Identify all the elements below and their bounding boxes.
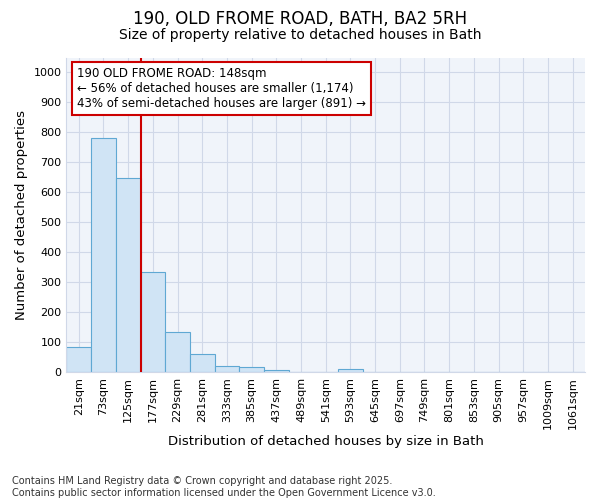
- X-axis label: Distribution of detached houses by size in Bath: Distribution of detached houses by size …: [168, 434, 484, 448]
- Text: Contains HM Land Registry data © Crown copyright and database right 2025.
Contai: Contains HM Land Registry data © Crown c…: [12, 476, 436, 498]
- Bar: [264, 370, 289, 372]
- Y-axis label: Number of detached properties: Number of detached properties: [15, 110, 28, 320]
- Bar: [190, 354, 215, 372]
- Bar: [91, 138, 116, 372]
- Bar: [215, 366, 239, 372]
- Bar: [140, 272, 165, 372]
- Text: 190 OLD FROME ROAD: 148sqm
← 56% of detached houses are smaller (1,174)
43% of s: 190 OLD FROME ROAD: 148sqm ← 56% of deta…: [77, 67, 366, 110]
- Bar: [116, 178, 140, 372]
- Bar: [338, 369, 363, 372]
- Bar: [67, 346, 91, 372]
- Bar: [239, 367, 264, 372]
- Text: 190, OLD FROME ROAD, BATH, BA2 5RH: 190, OLD FROME ROAD, BATH, BA2 5RH: [133, 10, 467, 28]
- Bar: [165, 332, 190, 372]
- Text: Size of property relative to detached houses in Bath: Size of property relative to detached ho…: [119, 28, 481, 42]
